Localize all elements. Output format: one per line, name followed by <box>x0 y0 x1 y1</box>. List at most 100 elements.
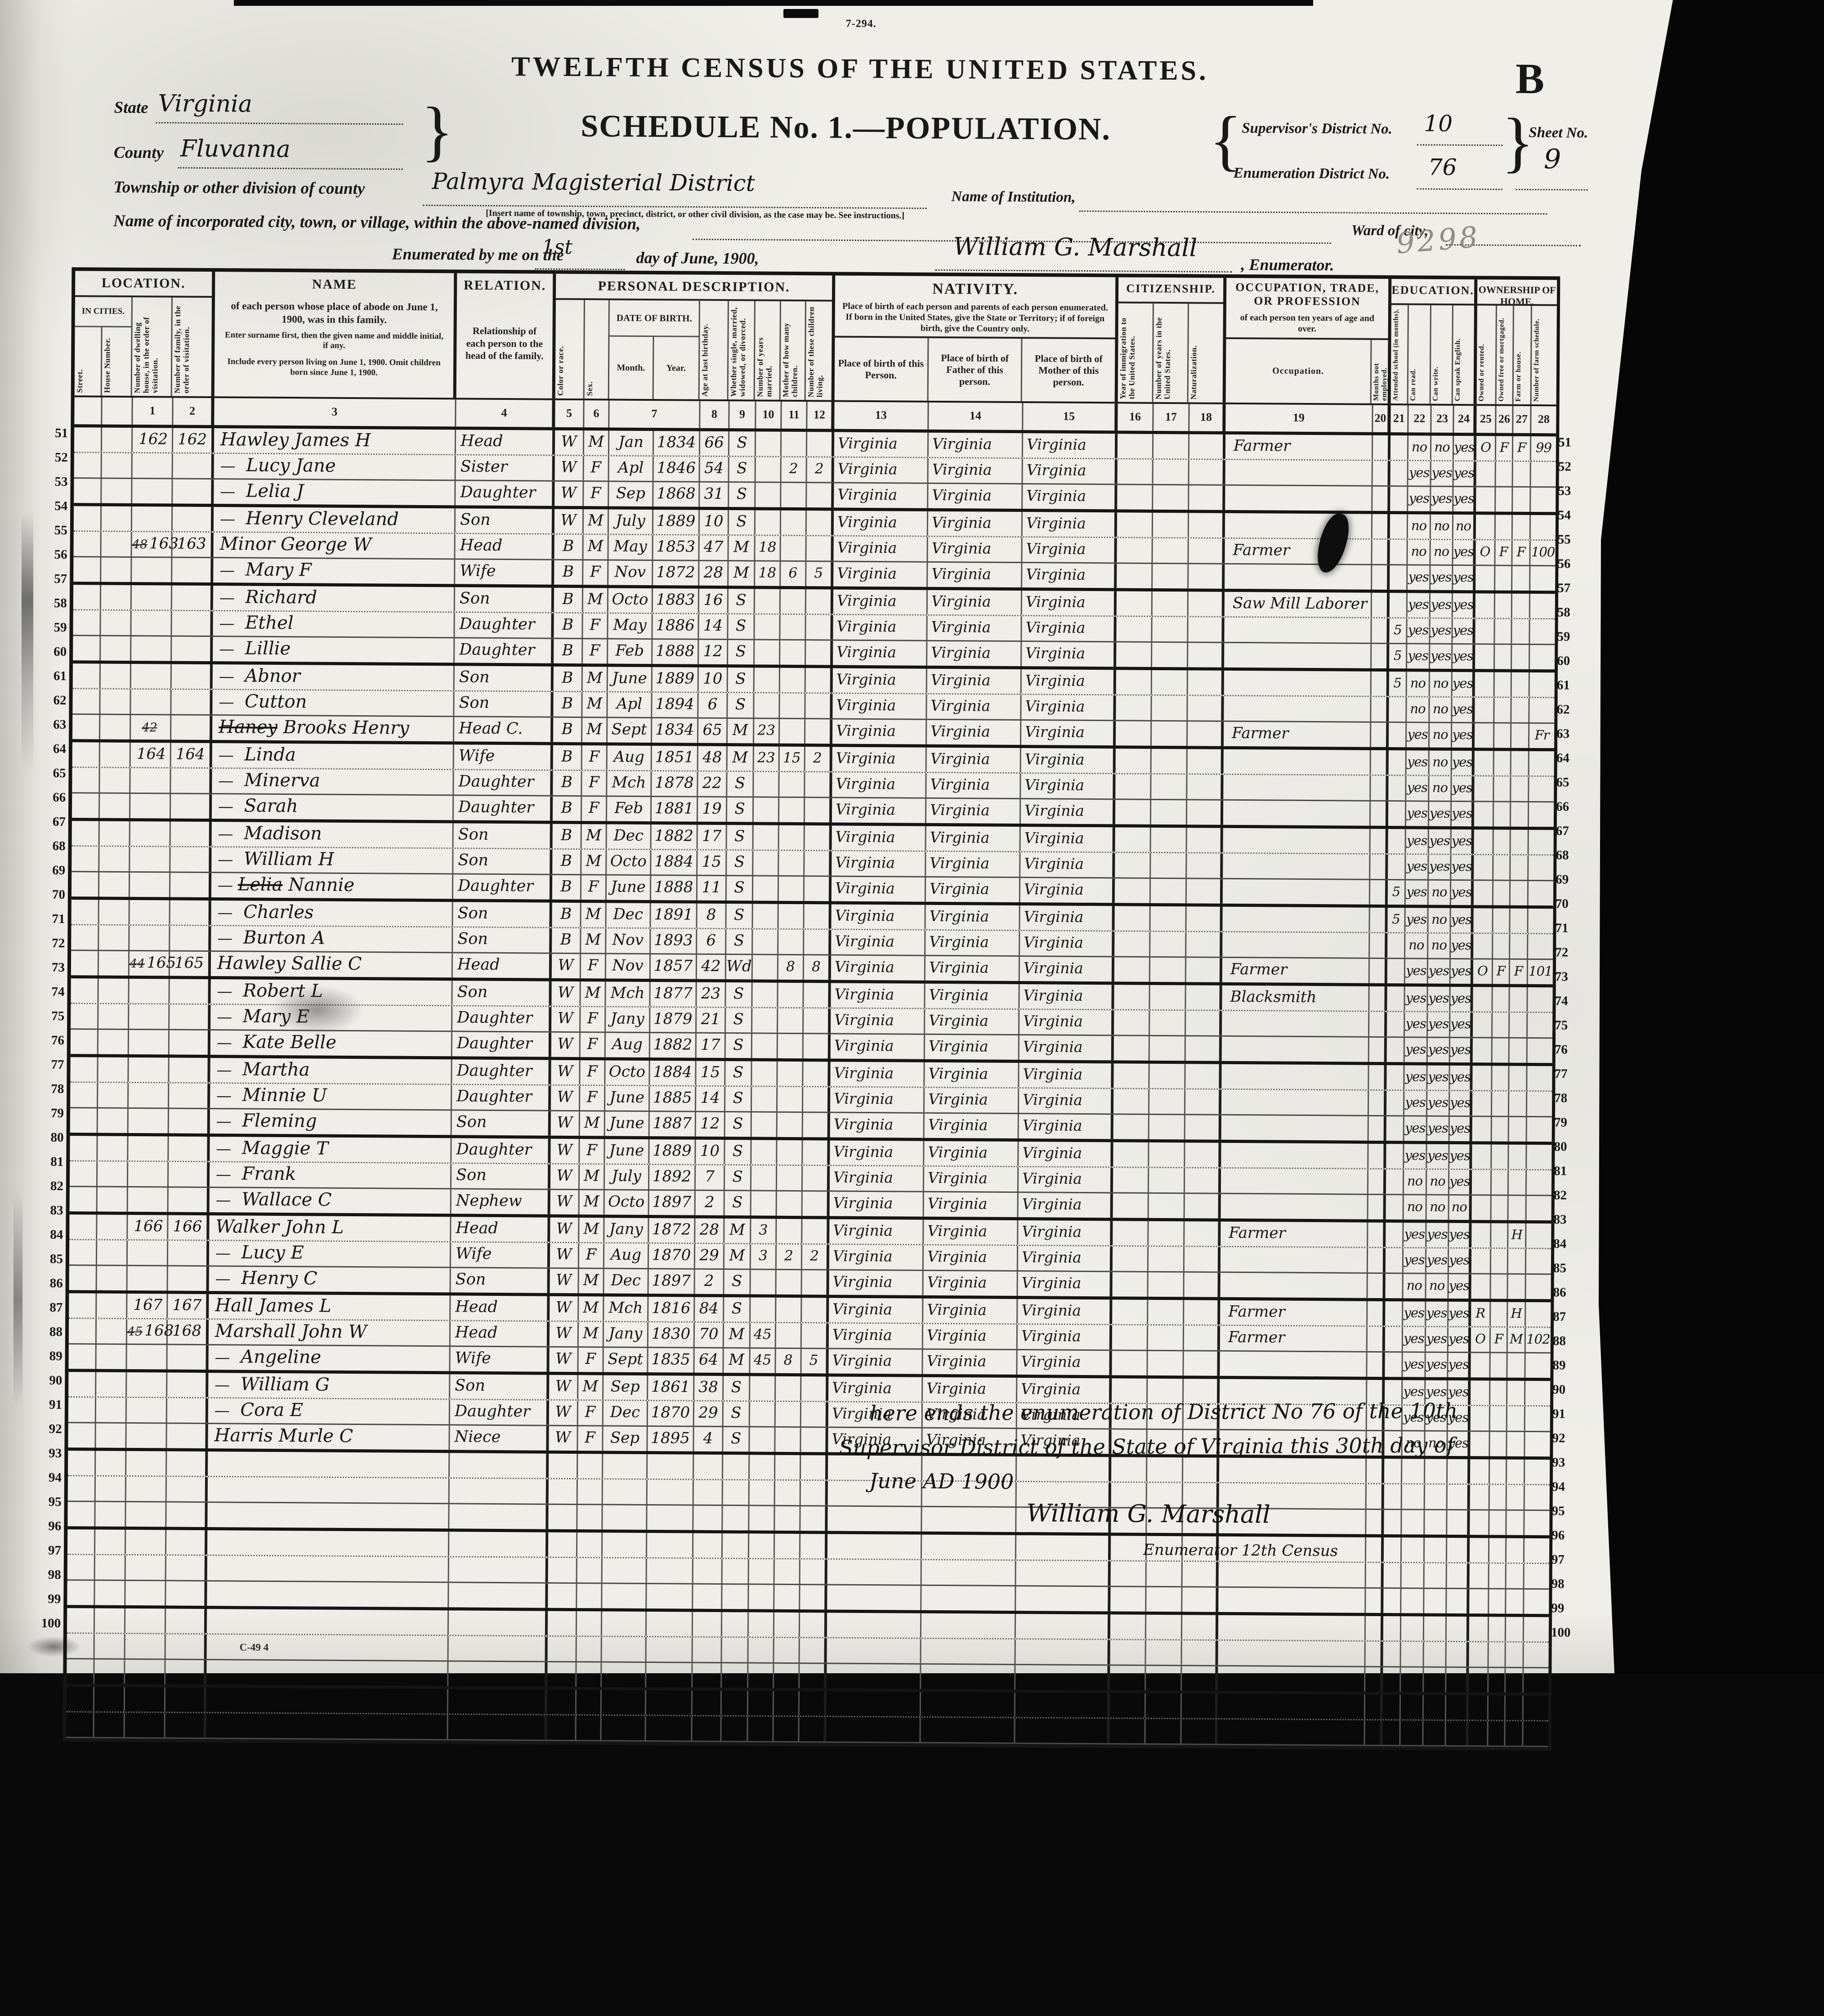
cell-color: W <box>549 1347 579 1372</box>
cell-birthplace: Virginia <box>831 904 926 929</box>
cell-owned-rented <box>1475 515 1496 539</box>
cell-birth-month <box>603 1505 648 1530</box>
cell-birthplace: Virginia <box>833 562 928 587</box>
cell-birthplace: Virginia <box>832 719 927 744</box>
cell-children-living: 2 <box>807 457 834 482</box>
row-number: 52 <box>54 450 68 465</box>
cell-relation: Daughter <box>453 874 553 900</box>
cell-family <box>166 1477 208 1502</box>
cell-name: Marshall John W <box>208 1320 451 1346</box>
column-number: 21 <box>1390 405 1409 433</box>
cell-children-living <box>800 1534 828 1559</box>
cell-marital: S <box>727 772 754 797</box>
row-number: 93 <box>1552 1455 1565 1470</box>
cell-years-in-us <box>1145 1719 1182 1744</box>
row-number: 68 <box>1556 848 1569 863</box>
column-number: 28 <box>1538 412 1550 426</box>
row-number: 56 <box>1557 556 1571 571</box>
cell-mother-of <box>775 1455 801 1480</box>
cell-children-living <box>800 1638 827 1663</box>
cell-farm-schedule <box>1529 777 1554 801</box>
cell-name: Henry Cleveland <box>213 507 456 533</box>
cell-birth-month <box>602 1558 647 1583</box>
cell-mother-of <box>779 719 806 744</box>
cell-mother-birthplace: Virginia <box>1022 563 1117 588</box>
cell-relation <box>449 1532 549 1557</box>
cell-can-speak-english: yes <box>1448 1327 1471 1352</box>
cell-house <box>97 1214 128 1239</box>
cell-house <box>94 1687 125 1711</box>
cell-immigration-year <box>1113 1142 1149 1167</box>
cell-house <box>102 453 133 478</box>
cell-dwelling <box>130 821 171 846</box>
row-number: 62 <box>53 693 67 708</box>
cell-occupation <box>1221 1089 1369 1115</box>
cell-immigration-year <box>1115 853 1151 878</box>
cell-free-mortgaged <box>1493 881 1511 905</box>
cell-years-married <box>748 1612 775 1637</box>
state-value: Virginia <box>158 90 252 118</box>
cell-children-living <box>805 694 833 718</box>
cell-street <box>69 1161 98 1186</box>
cell-can-write <box>1424 1642 1447 1667</box>
cell-house <box>98 1108 129 1133</box>
col-month-label: Month. <box>609 336 654 399</box>
cell-birthplace: Virginia <box>832 747 927 772</box>
cell-name: Walker John L <box>209 1215 452 1241</box>
cell-birth-month: Feb <box>608 639 653 664</box>
cell-can-write <box>1424 1537 1448 1562</box>
cell-name: Burton A <box>211 926 453 952</box>
cell-name: Charles <box>211 900 453 927</box>
enumeration-blank-line <box>1417 187 1502 190</box>
cell-farm-house <box>1507 1510 1525 1535</box>
cell-family <box>170 821 212 847</box>
cell-years-married <box>751 1112 778 1137</box>
cell-marital: S <box>728 640 755 665</box>
cell-name: Sarah <box>211 794 454 820</box>
cell-years-in-us <box>1153 459 1189 484</box>
cell-street <box>73 506 102 531</box>
cell-mother-birthplace: Virginia <box>1022 538 1117 563</box>
cell-months-unemployed <box>1365 1616 1384 1641</box>
cell-mother-birthplace <box>1015 1665 1110 1690</box>
row-numbers-left: 51 52 53 54 55 56 57 58 59 60 61 62 63 64 65 66 67 68 69 70… <box>35 421 68 1635</box>
cell-family: 162 <box>173 428 215 453</box>
cell-mother-of <box>778 1061 804 1086</box>
cell-color <box>548 1479 578 1504</box>
cell-sex <box>577 1558 603 1583</box>
cell-sex: F <box>580 1033 606 1057</box>
row-number: 52 <box>1558 459 1571 474</box>
cell-can-speak-english: yes <box>1448 1301 1471 1326</box>
cell-owned-rented <box>1469 1589 1489 1614</box>
cell-occupation <box>1223 775 1371 800</box>
cell-birth-month: Apl <box>608 692 653 717</box>
cell-attended-school <box>1386 1223 1404 1247</box>
cell-street <box>70 1136 98 1160</box>
cell-birthplace <box>827 1638 921 1663</box>
cell-years-in-us <box>1148 1272 1185 1297</box>
cell-can-write: yes <box>1428 986 1451 1011</box>
cell-years-married <box>752 955 779 980</box>
cell-owned-rented <box>1475 566 1496 591</box>
cell-mother-birthplace <box>1015 1718 1110 1743</box>
column-number: 11 <box>782 401 808 429</box>
cell-months-unemployed <box>1366 1484 1384 1509</box>
cell-children-living: 2 <box>802 1245 830 1269</box>
cell-sex: F <box>580 1060 606 1085</box>
cell-free-mortgaged <box>1494 751 1511 775</box>
cell-farm-schedule <box>1529 751 1554 775</box>
cell-years-in-us <box>1149 1142 1185 1167</box>
cell-relation <box>448 1715 547 1740</box>
cell-farm-schedule <box>1531 488 1556 512</box>
cell-mother-birthplace: Virginia <box>1021 721 1116 746</box>
column-number: 23 <box>1431 405 1454 433</box>
cell-birth-year <box>646 1612 693 1636</box>
cell-street <box>72 821 100 846</box>
cell-can-write: yes <box>1426 1223 1449 1247</box>
column-number: 3 <box>214 398 456 427</box>
cell-free-mortgaged <box>1490 1406 1508 1431</box>
cell-can-write: yes <box>1427 1144 1450 1169</box>
cell-house <box>98 978 130 1003</box>
cell-birth-year: 1834 <box>652 718 699 743</box>
cell-dwelling: 45 168 <box>127 1319 174 1344</box>
